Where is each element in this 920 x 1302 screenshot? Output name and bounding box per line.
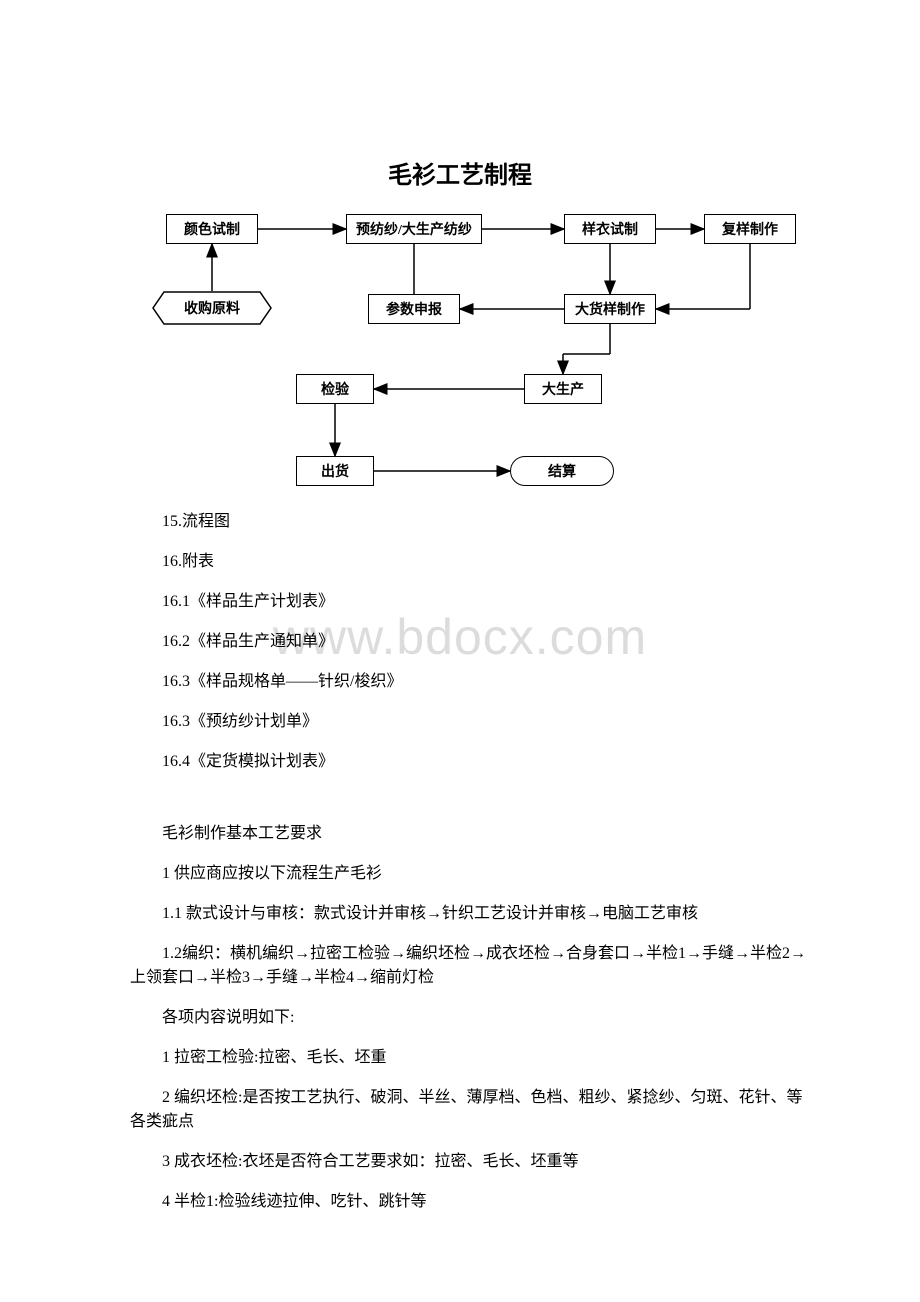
- flow-param-report: 参数申报: [368, 294, 460, 324]
- para-e2: 2 编织坯检:是否按工艺执行、破洞、半丝、薄厚档、色档、粗纱、紧捻纱、匀斑、花针…: [130, 1086, 810, 1134]
- flow-sample-test: 样衣试制: [564, 214, 656, 244]
- flow-raw-material-label: 收购原料: [152, 291, 272, 325]
- para-req-title: 毛衫制作基本工艺要求: [130, 822, 810, 846]
- para-e3: 3 成衣坯检:衣坯是否符合工艺要求如：拉密、毛长、坯重等: [130, 1150, 810, 1174]
- para-163b: 16.3《预纺纱计划单》: [130, 710, 810, 734]
- flow-raw-material: 收购原料: [152, 291, 272, 325]
- para-e1: 1 拉密工检验:拉密、毛长、坯重: [130, 1046, 810, 1070]
- document-title: 毛衫工艺制程: [0, 0, 920, 204]
- flow-bulk-sample: 大货样制作: [564, 294, 656, 324]
- flowchart-container: 颜色试制 预纺纱/大生产纺纱 样衣试制 复样制作 收购原料 参数申报 大货样制作…: [150, 204, 910, 494]
- flow-connectors: [150, 204, 910, 494]
- para-164: 16.4《定货模拟计划表》: [130, 750, 810, 774]
- flow-mass-prod: 大生产: [524, 374, 602, 404]
- para-req1: 1 供应商应按以下流程生产毛衫: [130, 862, 810, 886]
- flow-settle: 结算: [510, 456, 614, 486]
- para-req11: 1.1 款式设计与审核：款式设计并审核→针织工艺设计并审核→电脑工艺审核: [130, 902, 810, 926]
- para-16: 16.附表: [130, 550, 810, 574]
- para-explain: 各项内容说明如下:: [130, 1006, 810, 1030]
- flow-inspect: 检验: [296, 374, 374, 404]
- flow-ship: 出货: [296, 456, 374, 486]
- flow-prespin: 预纺纱/大生产纺纱: [346, 214, 482, 244]
- para-163a: 16.3《样品规格单——针织/梭织》: [130, 670, 810, 694]
- para-e4: 4 半检1:检验线迹拉伸、吃针、跳针等: [130, 1190, 810, 1214]
- flow-color-test: 颜色试制: [166, 214, 258, 244]
- flow-resample: 复样制作: [704, 214, 796, 244]
- para-15: 15.流程图: [130, 510, 810, 534]
- para-161: 16.1《样品生产计划表》: [130, 590, 810, 614]
- para-req12: 1.2编织：横机编织→拉密工检验→编织坯检→成衣坯检→合身套口→半检1→手缝→半…: [130, 942, 810, 990]
- para-162: 16.2《样品生产通知单》: [130, 630, 810, 654]
- document-body: 15.流程图 16.附表 16.1《样品生产计划表》 16.2《样品生产通知单》…: [0, 510, 920, 1214]
